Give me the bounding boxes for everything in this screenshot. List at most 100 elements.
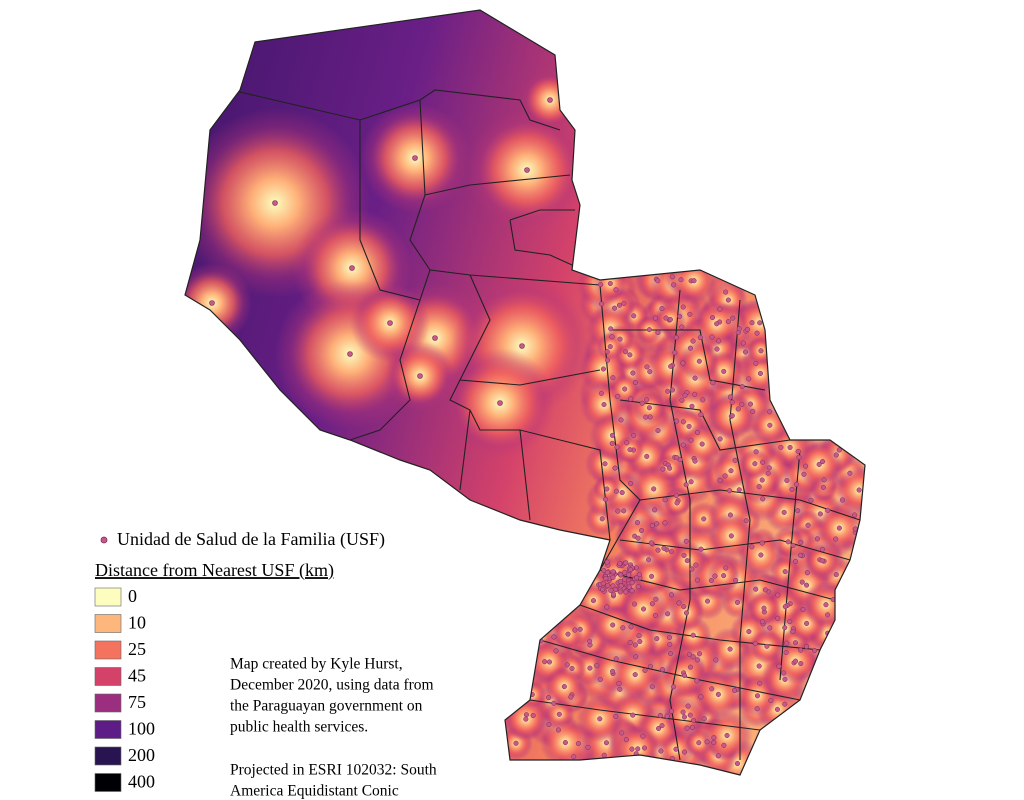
usf-point [774, 706, 781, 712]
usf-point [546, 721, 552, 728]
usf-point [744, 326, 751, 332]
usf-point [729, 413, 735, 419]
usf-point [519, 343, 525, 349]
usf-point [695, 429, 701, 435]
usf-point [833, 536, 839, 542]
usf-point [819, 558, 825, 564]
usf-point [209, 300, 215, 306]
usf-point [639, 527, 645, 534]
usf-point [349, 265, 355, 271]
usf-point [617, 336, 623, 342]
usf-point [747, 401, 754, 407]
usf-point [661, 545, 667, 551]
usf-point [613, 656, 619, 662]
usf-point [633, 654, 639, 660]
usf-point [694, 657, 700, 663]
legend-label: 0 [128, 586, 137, 606]
usf-point [608, 588, 614, 594]
usf-point [690, 632, 696, 638]
usf-point [680, 442, 686, 448]
usf-point [569, 665, 575, 671]
usf-point [782, 604, 788, 610]
usf-point [649, 684, 655, 690]
usf-point [564, 662, 570, 668]
usf-point [619, 730, 625, 736]
usf-point [667, 316, 673, 323]
usf-point [667, 465, 673, 471]
usf-point [833, 572, 839, 578]
legend: Unidad de Salud de la Familia (USF) Dist… [94, 529, 385, 792]
usf-point [629, 588, 635, 594]
usf-point [803, 644, 810, 650]
usf-point [607, 344, 613, 350]
usf-point [671, 684, 677, 690]
usf-point [648, 540, 654, 546]
usf-point [627, 639, 633, 646]
usf-point [616, 302, 623, 308]
usf-point [793, 481, 799, 487]
usf-point [742, 349, 749, 355]
usf-point [714, 346, 720, 352]
usf-point [623, 560, 629, 566]
usf-point [600, 580, 606, 586]
usf-point [727, 488, 733, 494]
usf-point [577, 626, 583, 632]
usf-point [821, 477, 827, 483]
usf-point [608, 326, 614, 332]
usf-point [691, 717, 697, 723]
usf-point [597, 716, 603, 722]
usf-point [778, 444, 784, 450]
usf-point [825, 612, 831, 618]
usf-point [599, 516, 605, 522]
usf-point [658, 748, 664, 754]
legend-label: 400 [128, 772, 155, 792]
usf-point [647, 414, 653, 420]
usf-point [604, 569, 610, 576]
usf-point [752, 641, 758, 647]
usf-point [644, 453, 650, 459]
usf-point [753, 360, 759, 366]
usf-point [571, 754, 577, 760]
usf-point [767, 422, 773, 428]
usf-point [758, 552, 764, 558]
usf-point [714, 321, 720, 327]
usf-point [739, 401, 745, 408]
usf-point [687, 712, 693, 718]
usf-point [634, 520, 640, 526]
usf-point [766, 465, 772, 471]
usf-point [688, 479, 694, 485]
usf-point [767, 625, 773, 631]
usf-point [568, 694, 574, 700]
usf-point [782, 701, 788, 707]
usf-point [689, 403, 695, 409]
usf-point [649, 523, 655, 529]
usf-point [619, 490, 625, 496]
usf-point [590, 598, 597, 604]
usf-point [562, 740, 568, 746]
usf-point [812, 647, 818, 654]
usf-point [759, 540, 765, 546]
usf-point [709, 314, 716, 321]
usf-point [696, 651, 703, 657]
usf-point [731, 687, 737, 693]
usf-point [727, 394, 733, 400]
usf-point [603, 496, 609, 502]
usf-point [678, 277, 684, 283]
usf-point [555, 727, 561, 733]
usf-point [674, 418, 680, 424]
usf-point [746, 376, 752, 382]
usf-point [632, 672, 638, 678]
usf-point [696, 358, 702, 364]
usf-point [692, 458, 698, 464]
usf-point [792, 558, 799, 564]
usf-point [681, 714, 687, 720]
usf-point [666, 634, 672, 640]
usf-point [631, 601, 638, 607]
usf-point [756, 663, 762, 669]
usf-point [547, 97, 553, 103]
usf-point [784, 640, 790, 646]
usf-point [680, 360, 686, 366]
usf-point [798, 661, 804, 667]
usf-point [836, 525, 842, 531]
usf-point [679, 397, 685, 403]
